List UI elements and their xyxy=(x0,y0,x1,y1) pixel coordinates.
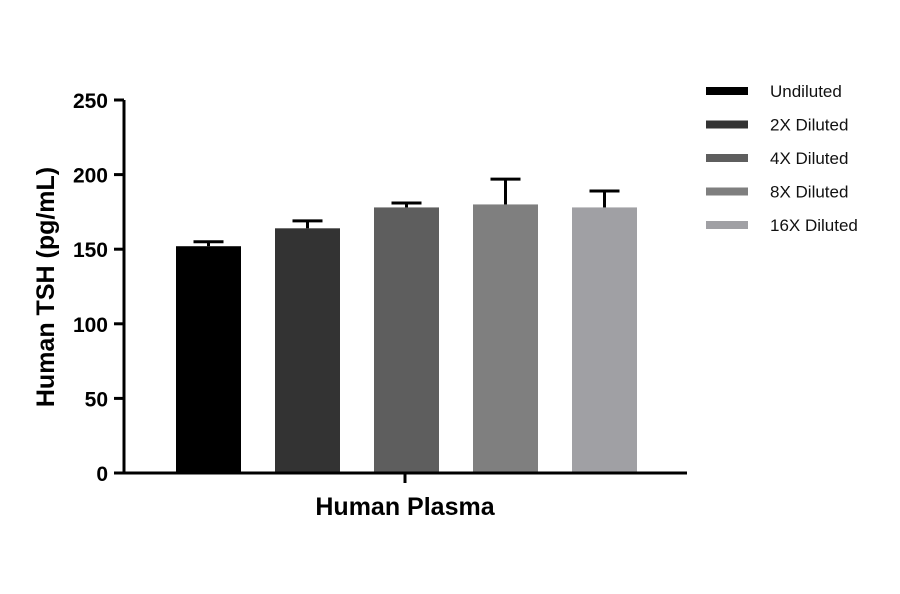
axes xyxy=(122,100,687,483)
y-tick-label: 0 xyxy=(96,463,108,486)
legend-swatch xyxy=(706,154,748,162)
y-tick-label: 150 xyxy=(73,239,108,262)
legend-label: 16X Diluted xyxy=(770,216,858,235)
legend-swatch xyxy=(706,221,748,229)
legend-label: 2X Diluted xyxy=(770,116,848,135)
x-axis-title: Human Plasma xyxy=(315,493,495,521)
bar-group xyxy=(176,204,637,473)
y-tick-label: 250 xyxy=(73,90,108,113)
bar-8x-diluted xyxy=(473,204,538,473)
legend-swatch xyxy=(706,87,748,95)
legend-swatch xyxy=(706,187,748,196)
error-bar-group xyxy=(193,177,620,247)
y-tick-label: 200 xyxy=(73,165,108,188)
legend-label: Undiluted xyxy=(770,82,842,101)
y-tick-label: 100 xyxy=(73,314,108,337)
y-tick-label: 50 xyxy=(85,388,108,411)
legend-label: 8X Diluted xyxy=(770,183,848,202)
bar-2x-diluted xyxy=(275,228,340,473)
legend-label: 4X Diluted xyxy=(770,149,848,168)
legend-swatch xyxy=(706,120,748,129)
y-axis-title: Human TSH (pg/mL) xyxy=(32,167,60,407)
y-tick-group: 0 50 100 150 200 250 xyxy=(73,90,124,486)
bar-undiluted xyxy=(176,246,241,473)
bar-4x-diluted xyxy=(374,207,439,473)
bar-16x-diluted xyxy=(572,207,637,473)
legend: Undiluted 2X Diluted 4X Diluted 8X Diluted 1… xyxy=(706,82,858,235)
